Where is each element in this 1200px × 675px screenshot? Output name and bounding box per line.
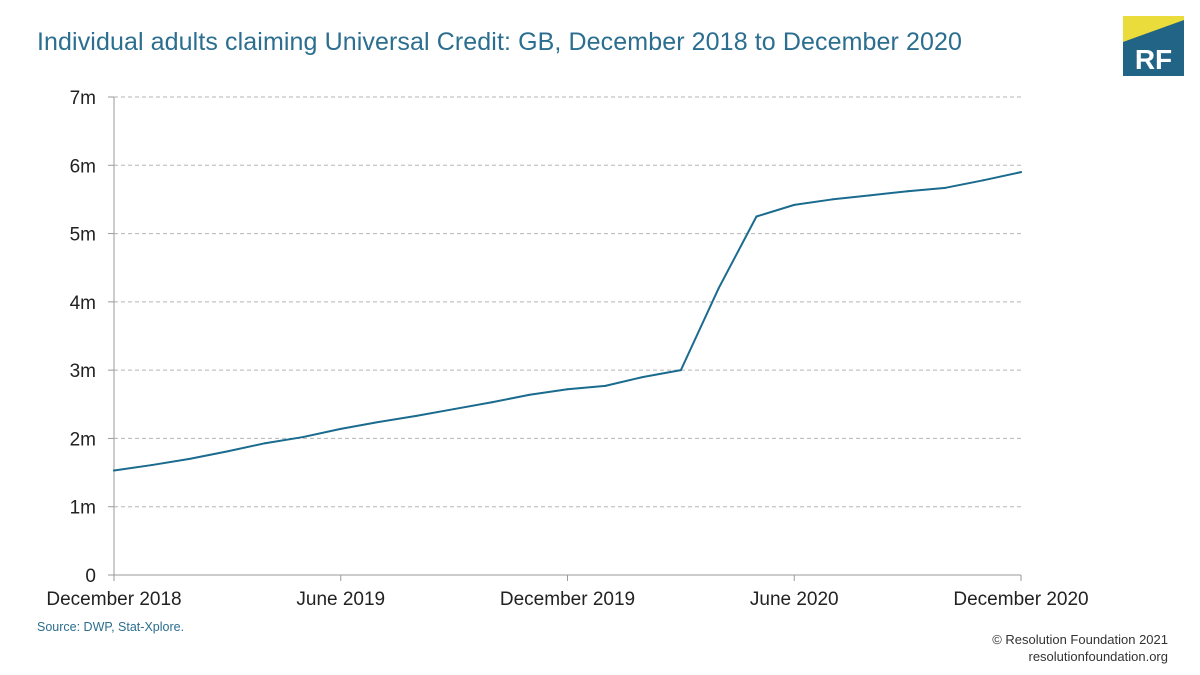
x-tick-label: December 2020 — [953, 589, 1088, 610]
y-tick-label: 4m — [70, 293, 96, 314]
data-point — [566, 388, 569, 391]
y-tick-label: 5m — [70, 225, 96, 246]
x-tick-label: December 2019 — [500, 589, 635, 610]
data-point — [113, 469, 115, 472]
resolution-foundation-logo: RF — [1123, 16, 1184, 76]
data-point — [226, 450, 229, 453]
y-tick-label: 7m — [70, 88, 96, 109]
chart-title: Individual adults claiming Universal Cre… — [37, 28, 963, 56]
grid-layer — [114, 96, 1021, 508]
logo-text: RF — [1135, 44, 1172, 75]
data-point — [906, 190, 909, 193]
x-tick-label: June 2020 — [750, 589, 839, 610]
data-point — [755, 215, 758, 218]
x-tick-label: June 2019 — [296, 589, 385, 610]
series-layer — [113, 171, 1022, 472]
data-point — [604, 384, 607, 387]
axis-layer — [108, 96, 1022, 581]
data-point — [793, 203, 796, 206]
data-point — [415, 414, 418, 417]
data-point — [339, 427, 342, 430]
data-point — [453, 408, 456, 411]
copyright-text: © Resolution Foundation 2021 — [992, 632, 1168, 647]
data-point — [377, 421, 380, 424]
data-point — [528, 393, 531, 396]
label-layer: 0 1m 2m 3m 4m 5m 6m 7m December 2018 June 2019 Dec… — [46, 88, 1088, 610]
footer: © Resolution Foundation 2021 resolutionf… — [992, 631, 1168, 665]
source-note: Source: DWP, Stat-Xplore. — [37, 620, 185, 634]
data-point — [150, 464, 153, 467]
data-point — [301, 436, 304, 439]
data-point — [642, 375, 645, 378]
data-point — [868, 194, 871, 197]
data-point — [679, 369, 682, 372]
data-point — [1020, 171, 1022, 174]
y-tick-label: 2m — [70, 429, 96, 450]
data-point — [717, 287, 720, 290]
x-tick-label: December 2018 — [46, 589, 181, 610]
y-tick-label: 3m — [70, 361, 96, 382]
data-point — [831, 198, 834, 201]
website-link[interactable]: resolutionfoundation.org — [1028, 649, 1169, 664]
data-point — [188, 457, 191, 460]
y-tick-label: 6m — [70, 156, 96, 177]
data-point — [490, 401, 493, 404]
data-point — [944, 186, 947, 189]
data-point — [982, 179, 985, 182]
logo-accent — [1123, 16, 1184, 42]
y-tick-label: 0 — [85, 566, 96, 587]
y-tick-label: 1m — [70, 498, 96, 519]
data-point — [264, 442, 267, 445]
series-line — [113, 171, 1022, 472]
